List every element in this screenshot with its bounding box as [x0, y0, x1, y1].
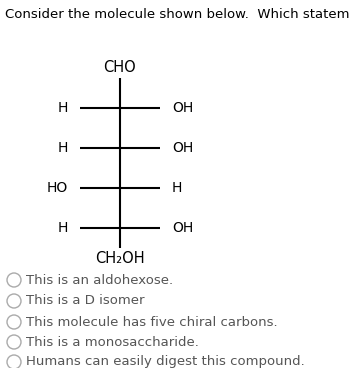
- Text: H: H: [58, 141, 68, 155]
- Text: HO: HO: [47, 181, 68, 195]
- Text: Consider the molecule shown below.  Which statement is FALSE?: Consider the molecule shown below. Which…: [5, 8, 350, 21]
- Text: Humans can easily digest this compound.: Humans can easily digest this compound.: [26, 355, 305, 368]
- Text: This is a monosaccharide.: This is a monosaccharide.: [26, 336, 199, 348]
- Text: This molecule has five chiral carbons.: This molecule has five chiral carbons.: [26, 315, 278, 329]
- Text: H: H: [58, 101, 68, 115]
- Text: OH: OH: [172, 101, 193, 115]
- Text: CHO: CHO: [104, 60, 136, 75]
- Text: CH₂OH: CH₂OH: [95, 251, 145, 266]
- Text: OH: OH: [172, 141, 193, 155]
- Text: OH: OH: [172, 221, 193, 235]
- Text: H: H: [58, 221, 68, 235]
- Text: H: H: [172, 181, 182, 195]
- Text: This is an aldohexose.: This is an aldohexose.: [26, 273, 173, 287]
- Text: This is a D isomer: This is a D isomer: [26, 294, 145, 308]
